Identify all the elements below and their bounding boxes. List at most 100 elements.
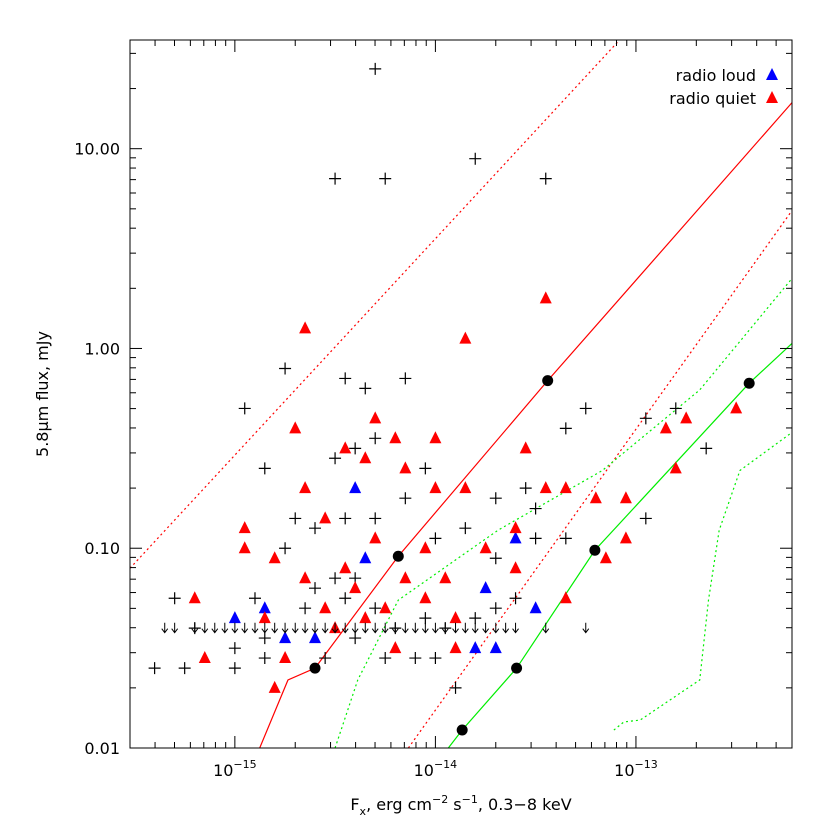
- plus-marker: [238, 402, 251, 415]
- upper-limit-arrow: [251, 622, 259, 634]
- triangle-marker: [309, 631, 322, 644]
- x-axis-title-part: F: [350, 795, 359, 814]
- upper-limit-arrow: [371, 622, 379, 634]
- plus-marker: [369, 512, 382, 525]
- plus-marker: [369, 602, 382, 615]
- plus-marker: [289, 512, 302, 525]
- legend-label: radio quiet: [669, 89, 756, 108]
- triangle-marker: [589, 491, 602, 504]
- plus-marker: [329, 452, 342, 465]
- upper-limit-arrow: [401, 622, 409, 634]
- plus-marker: [349, 632, 362, 645]
- upper-limit-arrow: [461, 622, 469, 634]
- plus-marker: [409, 652, 422, 665]
- triangle-marker: [509, 521, 522, 534]
- plus-marker: [429, 652, 442, 665]
- model-line: [259, 102, 792, 748]
- triangle-marker: [359, 551, 372, 564]
- upper-limit-arrow: [341, 622, 349, 634]
- upper-limit-arrow: [231, 622, 239, 634]
- triangle-marker: [619, 491, 632, 504]
- upper-limit-arrow: [512, 622, 519, 634]
- plus-marker: [559, 422, 572, 435]
- upper-limit-arrow: [432, 622, 439, 634]
- triangle-marker: [359, 451, 372, 464]
- x-tick-label: 10−14: [414, 758, 458, 780]
- plus-marker: [339, 512, 352, 525]
- triangle-marker: [369, 411, 382, 424]
- triangle-marker: [379, 601, 392, 614]
- triangle-marker: [268, 551, 281, 564]
- triangle-marker: [730, 401, 743, 414]
- x-axis-title-part: −2: [432, 793, 448, 806]
- triangle-marker: [299, 321, 312, 334]
- upper-limit-arrow: [321, 622, 329, 634]
- upper-limit-arrow: [411, 622, 419, 634]
- plus-marker: [399, 492, 412, 505]
- plus-marker: [339, 592, 352, 605]
- triangle-marker: [369, 531, 382, 544]
- legend-marker: [766, 68, 778, 80]
- triangle-marker: [479, 541, 492, 554]
- triangle-marker: [489, 641, 502, 654]
- upper-limit-arrow: [191, 622, 199, 634]
- plus-marker: [419, 462, 432, 475]
- plus-marker: [700, 442, 713, 455]
- plus-marker: [339, 372, 352, 385]
- x-tick-label: 10−15: [213, 758, 257, 780]
- triangle-marker: [389, 431, 402, 444]
- plus-marker: [248, 592, 261, 605]
- upper-limit-arrow: [211, 622, 219, 634]
- y-tick-label: 10.00: [74, 140, 120, 159]
- plus-marker: [469, 152, 482, 165]
- plus-marker: [459, 522, 472, 535]
- triangle-marker: [529, 601, 542, 614]
- triangle-marker: [359, 611, 372, 624]
- plus-marker: [319, 652, 332, 665]
- x-tick-base: 10: [614, 761, 634, 780]
- upper-limit-arrow: [281, 622, 289, 634]
- triangle-marker: [539, 481, 552, 494]
- upper-limit-arrow: [261, 622, 269, 634]
- triangle-marker: [349, 481, 362, 494]
- plus-marker: [299, 602, 312, 615]
- x-axis-title-part: −1: [462, 793, 478, 806]
- upper-limit-arrow: [221, 622, 229, 634]
- triangle-marker: [509, 561, 522, 574]
- plus-marker: [469, 612, 482, 625]
- triangle-marker: [319, 511, 332, 524]
- plus-marker: [349, 442, 362, 455]
- y-tick-label: 0.01: [84, 739, 120, 758]
- triangle-marker: [238, 521, 251, 534]
- model-line: [407, 210, 792, 748]
- triangle-marker: [228, 611, 241, 624]
- dot-marker: [542, 375, 554, 387]
- plus-marker: [509, 592, 522, 605]
- triangle-marker: [349, 581, 362, 594]
- plus-marker: [449, 681, 462, 694]
- plus-marker: [489, 552, 502, 565]
- plus-marker: [639, 512, 652, 525]
- triangle-marker: [389, 641, 402, 654]
- triangle-marker: [459, 331, 472, 344]
- triangle-marker: [419, 591, 432, 604]
- x-axis-title-part: s: [448, 795, 461, 814]
- x-tick-base: 10: [414, 761, 434, 780]
- triangle-marker: [429, 481, 442, 494]
- upper-limit-arrow: [421, 622, 429, 634]
- triangle-marker: [559, 481, 572, 494]
- upper-limit-arrow: [381, 622, 389, 634]
- x-tick-exponent: −15: [233, 758, 256, 771]
- plus-marker: [429, 532, 442, 545]
- dot-marker: [743, 377, 755, 389]
- upper-limit-arrow: [391, 622, 399, 634]
- triangle-marker: [459, 481, 472, 494]
- triangle-marker: [258, 611, 271, 624]
- plus-marker: [178, 662, 191, 675]
- triangle-marker: [449, 611, 462, 624]
- plus-marker: [359, 382, 372, 395]
- plus-marker: [369, 432, 382, 445]
